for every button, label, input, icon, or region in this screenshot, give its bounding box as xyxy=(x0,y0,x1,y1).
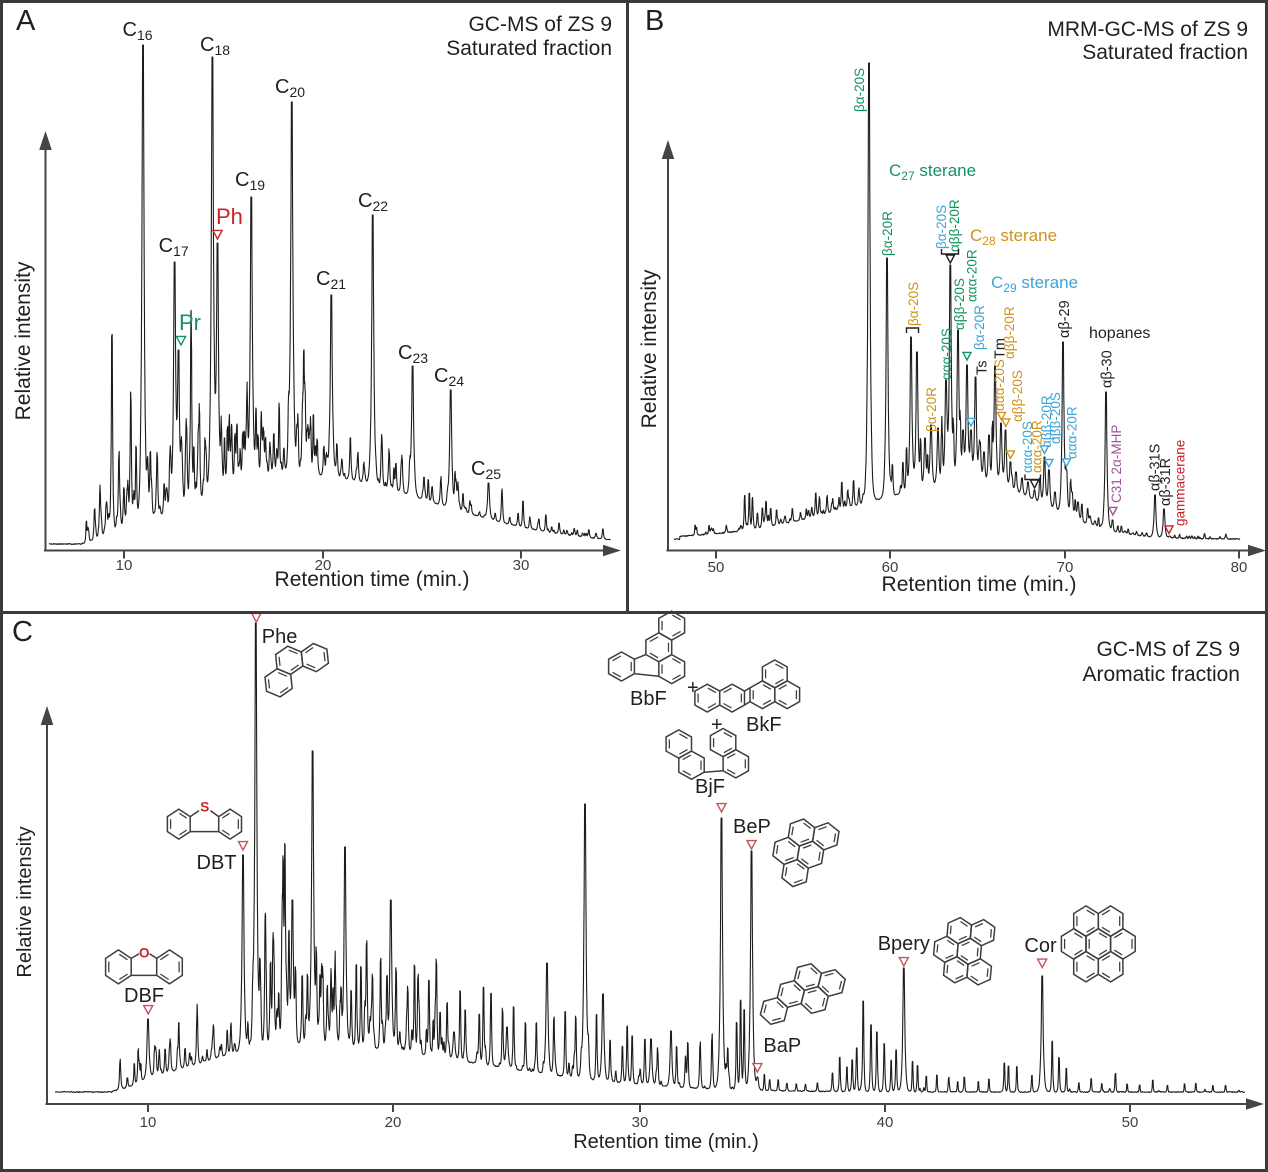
svg-text:DBT: DBT xyxy=(197,852,237,874)
svg-text:Saturated fraction: Saturated fraction xyxy=(446,37,612,60)
svg-text:αβ-31R: αβ-31R xyxy=(1158,458,1174,506)
svg-text:GC-MS of ZS 9: GC-MS of ZS 9 xyxy=(468,13,612,36)
svg-text:Saturated fraction: Saturated fraction xyxy=(1082,41,1248,64)
svg-text:50: 50 xyxy=(1122,1114,1139,1131)
svg-text:ααα-20R: ααα-20R xyxy=(1065,406,1080,459)
svg-text:Aromatic fraction: Aromatic fraction xyxy=(1082,663,1240,686)
svg-text:gammacerane: gammacerane xyxy=(1173,440,1188,526)
svg-text:20: 20 xyxy=(385,1114,402,1131)
svg-text:αββ-20R: αββ-20R xyxy=(947,199,962,252)
svg-text:Ph: Ph xyxy=(216,204,243,229)
svg-text:BaP: BaP xyxy=(763,1035,801,1057)
svg-text:C: C xyxy=(12,616,33,648)
svg-text:DBF: DBF xyxy=(124,985,164,1007)
svg-text:αββ-20S: αββ-20S xyxy=(1010,370,1025,422)
svg-text:Ts: Ts xyxy=(975,361,991,376)
svg-text:Relative intensity: Relative intensity xyxy=(14,826,36,977)
svg-text:Pr: Pr xyxy=(179,310,201,335)
svg-text:BeP: BeP xyxy=(733,816,771,838)
svg-text:20: 20 xyxy=(315,557,332,574)
svg-text:C31 2α-MHP: C31 2α-MHP xyxy=(1109,425,1124,503)
svg-text:70: 70 xyxy=(1057,559,1074,576)
svg-text:βα-20R: βα-20R xyxy=(880,211,895,256)
svg-text:50: 50 xyxy=(708,559,725,576)
svg-text:10: 10 xyxy=(116,557,133,574)
svg-text:βα-20S: βα-20S xyxy=(934,205,949,249)
svg-text:BbF: BbF xyxy=(630,688,667,710)
svg-text:Retention time (min.): Retention time (min.) xyxy=(573,1131,759,1153)
svg-text:hopanes: hopanes xyxy=(1089,325,1150,342)
svg-text:B: B xyxy=(645,5,664,37)
svg-text:A: A xyxy=(16,5,36,37)
svg-text:GC-MS of ZS 9: GC-MS of ZS 9 xyxy=(1096,638,1240,661)
svg-text:βα-20R: βα-20R xyxy=(972,305,987,350)
svg-text:60: 60 xyxy=(882,559,899,576)
svg-text:+: + xyxy=(687,677,699,699)
svg-text:αββ-20S: αββ-20S xyxy=(952,278,967,330)
svg-text:Tm: Tm xyxy=(993,338,1009,359)
svg-text:MRM-GC-MS of ZS 9: MRM-GC-MS of ZS 9 xyxy=(1047,18,1248,41)
svg-text:30: 30 xyxy=(632,1114,649,1131)
svg-text:Relative intensity: Relative intensity xyxy=(12,261,35,420)
svg-text:Cor: Cor xyxy=(1024,935,1057,957)
svg-text:ααα-20R: ααα-20R xyxy=(965,249,980,302)
svg-text:αβ-29: αβ-29 xyxy=(1057,300,1073,338)
svg-text:ααα-20S: ααα-20S xyxy=(992,359,1007,411)
svg-text:ααα-20R: ααα-20R xyxy=(1030,420,1045,473)
svg-text:αββ-20R: αββ-20R xyxy=(1039,395,1054,448)
svg-text:10: 10 xyxy=(140,1114,157,1131)
svg-text:Retention time (min.): Retention time (min.) xyxy=(275,568,470,591)
svg-text:BjF: BjF xyxy=(695,776,725,798)
svg-text:αββ-20R: αββ-20R xyxy=(1002,306,1017,359)
svg-text:βα-20S: βα-20S xyxy=(852,68,867,112)
svg-text:Retention time (min.): Retention time (min.) xyxy=(882,573,1077,596)
svg-text:ααα-20S: ααα-20S xyxy=(939,328,954,380)
svg-text:Phe: Phe xyxy=(262,626,298,648)
svg-text:βα-20S: βα-20S xyxy=(906,282,921,326)
svg-text:C23: C23 xyxy=(398,342,428,366)
svg-text:O: O xyxy=(139,946,150,961)
svg-text:BkF: BkF xyxy=(746,714,782,736)
svg-text:30: 30 xyxy=(513,557,530,574)
svg-text:αββ-20S: αββ-20S xyxy=(1048,392,1063,444)
svg-text:αβ-30: αβ-30 xyxy=(1100,350,1116,388)
svg-text:Bpery: Bpery xyxy=(878,933,930,955)
svg-text:αβ-31S: αβ-31S xyxy=(1148,444,1164,491)
svg-text:+: + xyxy=(711,714,723,736)
svg-text:Relative intensity: Relative intensity xyxy=(638,269,661,428)
svg-text:βα-20R: βα-20R xyxy=(924,387,939,432)
svg-text:ααα-20S: ααα-20S xyxy=(1020,421,1035,473)
svg-text:80: 80 xyxy=(1231,559,1248,576)
svg-text:40: 40 xyxy=(877,1114,894,1131)
svg-text:S: S xyxy=(200,800,209,815)
